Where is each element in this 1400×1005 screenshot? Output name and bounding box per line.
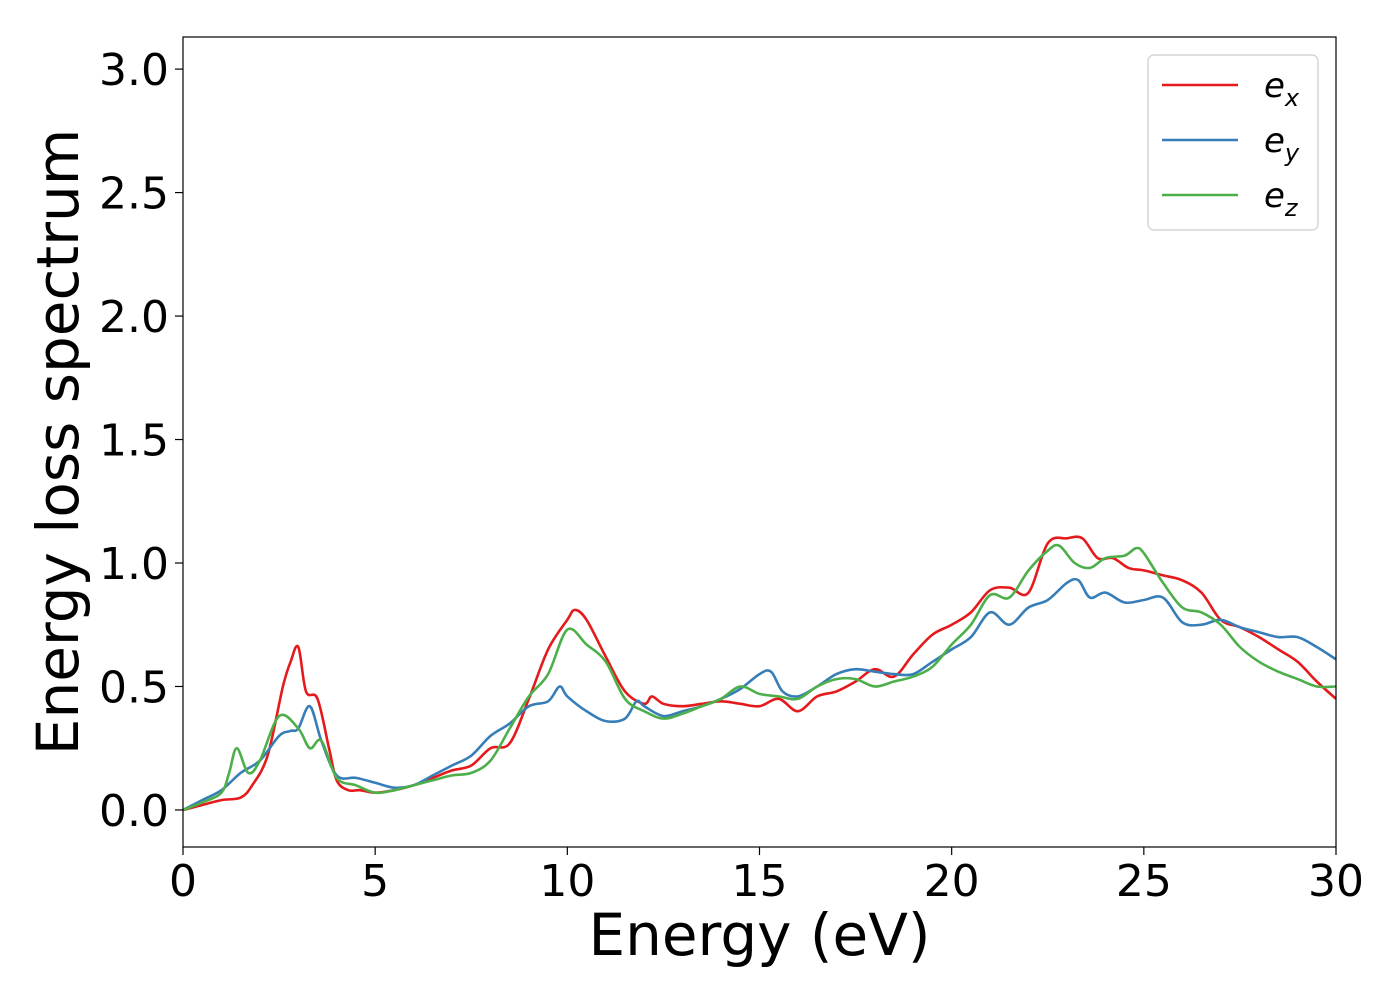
legend-label-main: e xyxy=(1264,66,1285,106)
y-axis: 0.0 0.5 1.0 1.5 2.0 2.5 3.0 xyxy=(99,45,183,837)
legend-label-e-y: ey xyxy=(1264,121,1300,167)
y-tick-label: 1.5 xyxy=(99,416,169,467)
y-tick-label: 2.5 xyxy=(99,169,169,220)
y-axis-title: Energy loss spectrum xyxy=(24,129,92,755)
series-layer xyxy=(183,535,1336,812)
legend-label-main: e xyxy=(1264,176,1285,216)
x-tick-label: 20 xyxy=(924,856,980,907)
x-tick-label: 30 xyxy=(1308,856,1364,907)
series-line-e-y xyxy=(183,577,1336,812)
y-tick-label: 3.0 xyxy=(99,45,169,96)
legend-label-sub: z xyxy=(1284,194,1299,222)
legend-label-sub: y xyxy=(1284,139,1300,167)
x-tick-label: 25 xyxy=(1116,856,1172,907)
legend-label-e-x: ex xyxy=(1264,66,1300,112)
y-tick-label: 0.5 xyxy=(99,662,169,713)
y-tick-label: 0.0 xyxy=(99,786,169,837)
legend-box xyxy=(1147,54,1319,231)
x-axis-title: Energy (eV) xyxy=(588,901,930,969)
legend-label-main: e xyxy=(1264,121,1285,161)
x-tick-label: 15 xyxy=(732,856,788,907)
legend-label-sub: x xyxy=(1284,84,1300,112)
y-tick-label: 2.0 xyxy=(99,292,169,343)
series-line-e-x xyxy=(183,535,1336,812)
legend-label-e-z: ez xyxy=(1264,176,1299,222)
x-tick-label: 10 xyxy=(539,856,595,907)
x-axis: 0 5 10 15 20 25 30 xyxy=(169,847,1364,907)
x-tick-label: 5 xyxy=(361,856,389,907)
series-line-e-z xyxy=(183,543,1336,812)
y-tick-label: 1.0 xyxy=(99,539,169,590)
x-tick-label: 0 xyxy=(169,856,197,907)
